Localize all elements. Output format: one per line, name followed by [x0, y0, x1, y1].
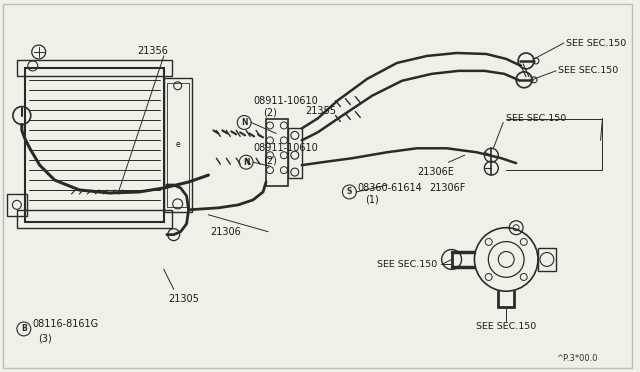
Bar: [17, 210, 172, 228]
Bar: [288, 128, 301, 178]
Text: 21356: 21356: [137, 46, 168, 56]
Text: 08360-61614: 08360-61614: [357, 183, 422, 193]
Text: ^P.3*00.0: ^P.3*00.0: [556, 354, 597, 363]
Bar: [266, 119, 288, 186]
Text: 21355: 21355: [306, 106, 337, 116]
Text: SEE SEC.150: SEE SEC.150: [476, 323, 537, 331]
Bar: [25, 68, 164, 222]
Bar: [538, 247, 556, 271]
Text: 21306F: 21306F: [429, 183, 465, 193]
Text: S: S: [347, 187, 352, 196]
Text: SEE SEC.150: SEE SEC.150: [506, 114, 566, 123]
Text: 08911-10610: 08911-10610: [253, 143, 318, 153]
Text: e: e: [176, 140, 180, 149]
Text: 08116-8161G: 08116-8161G: [33, 319, 99, 329]
Text: 21306: 21306: [211, 227, 241, 237]
Bar: [167, 83, 189, 207]
Text: (2): (2): [263, 108, 277, 118]
Bar: [164, 78, 191, 212]
Text: 08911-10610: 08911-10610: [253, 96, 318, 106]
Text: (1): (1): [365, 195, 379, 205]
Text: 21306E: 21306E: [417, 167, 454, 177]
Text: (2): (2): [263, 155, 277, 165]
Text: (3): (3): [38, 334, 51, 344]
Text: SEE SEC.150: SEE SEC.150: [558, 66, 618, 76]
Bar: [17, 60, 172, 76]
Text: SEE SEC.150: SEE SEC.150: [377, 260, 437, 269]
Text: B: B: [21, 324, 27, 333]
Text: N: N: [241, 118, 248, 127]
Bar: [7, 194, 27, 216]
Text: N: N: [243, 158, 250, 167]
Text: 21305: 21305: [169, 294, 200, 304]
Text: SEE SEC.150: SEE SEC.150: [566, 39, 626, 48]
